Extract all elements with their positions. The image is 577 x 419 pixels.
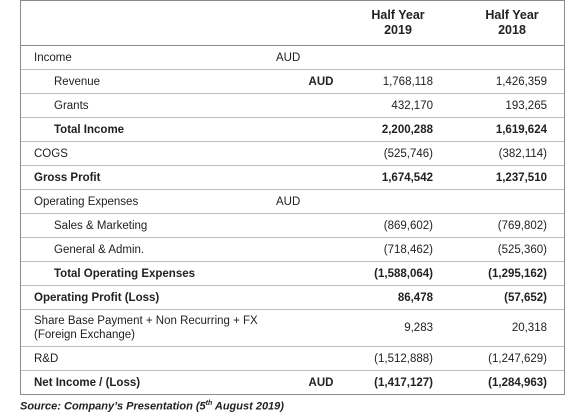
source-text: Source: Company’s Presentation (5 [20,400,206,413]
table-row: Share Base Payment + Non Recurring + FX … [21,310,564,347]
source-note: Source: Company’s Presentation (5th Augu… [20,400,284,413]
header-line: 2018 [498,23,526,37]
row-value: (57,652) [504,291,547,304]
row-value: 20,318 [511,322,547,334]
table-row: R&D (1,512,888) (1,247,629) [21,347,564,371]
row-label: General & Admin. [54,243,145,256]
row-label: Total Operating Expenses [54,267,196,280]
row-label: Sales & Marketing [54,219,148,232]
row-value: 1,426,359 [495,75,547,88]
table-row: Income AUD [21,46,564,70]
row-value: (718,462) [383,243,433,256]
row-label: R&D [34,352,59,365]
column-header: Half Year 2018 [462,8,562,38]
table-row: Gross Profit 1,674,542 1,237,510 [21,166,564,190]
row-value: (525,746) [383,147,433,160]
header-line: Half Year [485,8,539,22]
row-value: (869,602) [383,219,433,232]
table-row: Total Operating Expenses (1,588,064) (1,29… [21,262,564,286]
row-value: (525,360) [497,243,547,256]
row-value: 193,265 [505,99,547,112]
row-label: Grants [54,99,89,112]
row-unit: AUD [276,195,301,208]
table-header: Half Year 2019 Half Year 2018 [21,1,564,46]
row-value: (769,802) [497,219,547,232]
table-row: Operating Profit (Loss) 86,478 (57,652) [21,286,564,310]
row-value: 1,237,510 [495,171,547,184]
row-value: (382,114) [498,147,547,160]
row-label: Operating Profit (Loss) [34,291,160,304]
table-row: Revenue AUD 1,768,118 1,426,359 [21,70,564,94]
row-value: 86,478 [397,291,433,304]
row-value: (1,588,064) [374,267,433,280]
row-value: (1,512,888) [374,352,433,365]
row-value: (1,417,127) [374,376,433,389]
row-label: Operating Expenses [34,195,139,208]
row-label: Revenue [54,75,101,88]
header-line: 2019 [384,23,412,37]
row-unit: AUD [308,75,334,88]
row-value: 9,283 [404,322,433,334]
row-value: 1,619,624 [495,123,547,136]
source-text: August 2019) [212,400,284,413]
row-unit: AUD [276,51,301,64]
row-value: 1,674,542 [381,171,433,184]
row-unit: AUD [308,376,334,389]
row-value: (1,295,162) [488,267,547,280]
row-label: Gross Profit [34,171,101,184]
table-row: Grants 432,170 193,265 [21,94,564,118]
column-header: Half Year 2019 [348,8,448,38]
header-line: Half Year [371,8,425,22]
row-value: (1,247,629) [488,352,547,365]
table-row: Total Income 2,200,288 1,619,624 [21,118,564,142]
row-label: Income [34,51,72,64]
table-body: Income AUD Revenue AUD 1,768,118 1,426,359 Gra… [21,46,564,394]
row-label: COGS [34,147,68,160]
row-value: 2,200,288 [381,123,433,136]
row-label: Share Base Payment + Non Recurring + FX … [34,315,258,341]
row-label: Total Income [54,123,125,136]
table-row: Sales & Marketing (869,602) (769,802) [21,214,564,238]
table-row: General & Admin. (718,462) (525,360) [21,238,564,262]
row-value: 1,768,118 [382,75,433,88]
financial-table: Half Year 2019 Half Year 2018 Income AUD Rev… [20,0,565,395]
row-label: Net Income / (Loss) [34,376,141,389]
table-row: Net Income / (Loss) AUD (1,417,127) (1,284,… [21,371,564,394]
source-sup: th [205,400,213,407]
row-value: 432,170 [391,99,433,112]
row-value: (1,284,963) [488,376,547,389]
table-row: COGS (525,746) (382,114) [21,142,564,166]
table-row: Operating Expenses AUD [21,190,564,214]
